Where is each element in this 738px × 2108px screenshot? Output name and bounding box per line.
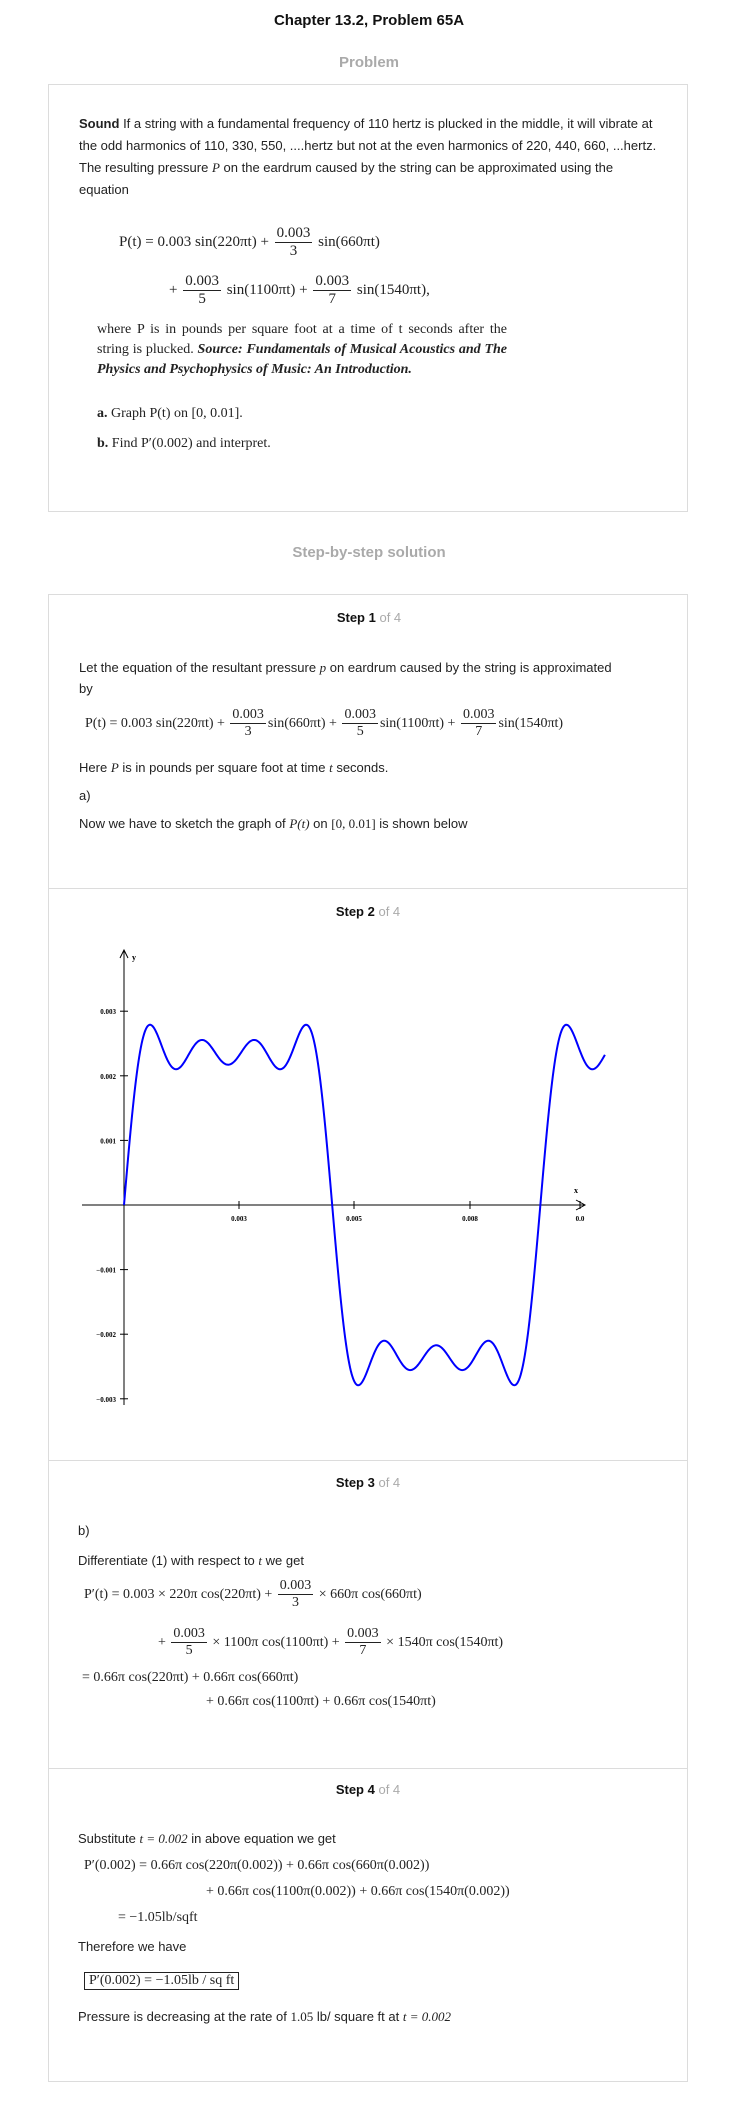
pressure-graph: y x 0.003 0.002 0.001 −0.001 −0.002 −0.003 0.… [82, 948, 606, 1405]
problem-equation-line2: + 0.003 5 sin(1100πt) + 0.003 7 sin(1540πt… [169, 273, 430, 308]
y-tick-label: 0.002 [100, 1073, 116, 1081]
step3-line1: P′(t) = 0.003 × 220π cos(220πt) + 0.003 3… [84, 1578, 422, 1611]
step4-line2: + 0.66π cos(1100π(0.002)) + 0.66π cos(15… [206, 1884, 510, 1899]
step4-substitute: Substitute t = 0.002 in above equation w… [78, 1831, 336, 1846]
solution-card: Step 1 of 4 Let the equation of the resu… [48, 594, 688, 2082]
step-divider-3 [48, 1768, 688, 1769]
step3-part-b: b) [78, 1523, 90, 1538]
part-b: b. Find P′(0.002) and interpret. [97, 436, 271, 451]
source-citation: Source: Fundamentals of Musical Acoustic… [97, 342, 508, 377]
step1-sketch: Now we have to sketch the graph of P(t) … [79, 816, 468, 831]
step4-line3: = −1.05lb/sqft [118, 1910, 198, 1925]
x-tick-label: 0.008 [462, 1215, 478, 1223]
x-tick-label: 0.0 [576, 1215, 585, 1223]
solution-heading: Step-by-step solution [292, 544, 446, 561]
step3-diff: Differentiate (1) with respect to t we g… [78, 1553, 304, 1568]
problem-heading: Problem [338, 54, 399, 71]
intro-var: P [211, 160, 220, 175]
sound-label: Sound [79, 116, 120, 131]
problem-intro-end: on the eardrum caused by the string can … [79, 160, 614, 197]
step4-heading: Step 4 of 4 [335, 1782, 401, 1797]
x-tick-label: 0.003 [231, 1215, 247, 1223]
problem-equation-line1: P(t) = 0.003 sin(220πt) + 0.003 3 sin(660… [119, 225, 380, 260]
step4-therefore: Therefore we have [78, 1939, 187, 1954]
step3-line3: = 0.66π cos(220πt) + 0.66π cos(660πt) [82, 1670, 299, 1685]
y-tick-label: 0.003 [100, 1008, 116, 1016]
x-axis-arrow [575, 1199, 587, 1211]
step3-line4: + 0.66π cos(1100πt) + 0.66π cos(1540πt) [206, 1694, 436, 1709]
step1-heading: Step 1 of 4 [336, 610, 402, 625]
step1-equation: P(t) = 0.003 sin(220πt) + 0.003 3 sin(660π… [85, 707, 564, 740]
y-tick-label: −0.001 [96, 1267, 116, 1275]
pressure-curve [123, 1023, 606, 1387]
y-tick-label: −0.002 [96, 1331, 116, 1339]
y-ticks: 0.003 0.002 0.001 −0.001 −0.002 −0.003 [96, 1008, 128, 1404]
x-tick-label: 0.005 [346, 1215, 362, 1223]
step3-line2: + 0.003 5 × 1100π cos(1100πt) + 0.003 7 × … [158, 1626, 504, 1659]
problem-intro-text: If a string with a fundamental frequency… [79, 116, 657, 175]
y-tick-label: −0.003 [96, 1396, 116, 1404]
problem-card: Sound If a string with a fundamental fre… [48, 84, 688, 512]
x-axis-label: x [574, 1186, 578, 1195]
step-divider-1 [48, 888, 688, 889]
step-divider-2 [48, 1460, 688, 1461]
y-axis-label: y [132, 953, 136, 962]
step4-line1: P′(0.002) = 0.66π cos(220π(0.002)) + 0.6… [84, 1858, 430, 1873]
step1-part-a: a) [79, 788, 91, 803]
step3-heading: Step 3 of 4 [335, 1475, 401, 1490]
step4-conclusion: Pressure is decreasing at the rate of 1.… [78, 2009, 451, 2024]
page-title: Chapter 13.2, Problem 65A [273, 12, 465, 29]
x-ticks: 0.003 0.005 0.008 0.0 [231, 1201, 585, 1223]
step4-boxed-result: P′(0.002) = −1.05lb / sq ft [84, 1972, 240, 1990]
problem-where-text: where P is in pounds per square foot at … [97, 322, 508, 377]
problem-intro: Sound If a string with a fundamental fre… [79, 113, 664, 201]
step1-intro: Let the equation of the resultant pressu… [79, 660, 612, 696]
step2-heading: Step 2 of 4 [335, 904, 401, 919]
y-axis-arrow [119, 948, 129, 959]
part-a: a. Graph P(t) on [0, 0.01]. [97, 406, 243, 421]
y-tick-label: 0.001 [100, 1137, 116, 1145]
step1-here: Here P is in pounds per square foot at t… [79, 760, 389, 775]
